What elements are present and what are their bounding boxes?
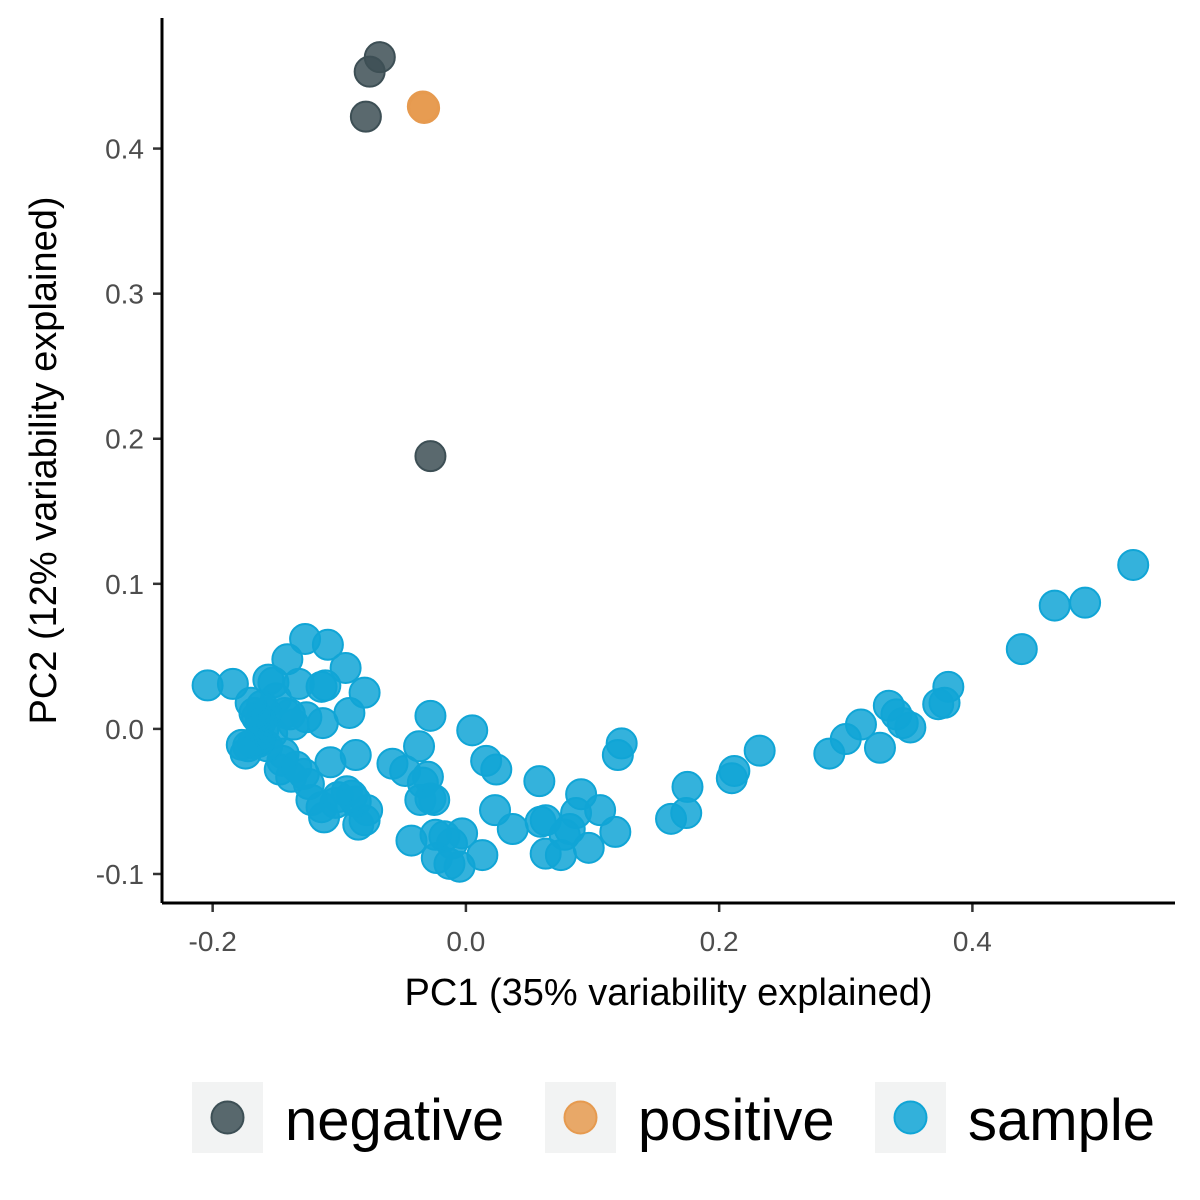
point-sample <box>191 669 224 702</box>
point-sample <box>289 622 322 655</box>
point-sample <box>329 651 362 684</box>
point-sample <box>479 794 512 827</box>
x-axis-ticks: -0.2 0.0 0.2 0.4 <box>189 903 992 957</box>
point-sample <box>524 805 557 838</box>
point-negative <box>349 100 382 133</box>
point-sample <box>813 737 846 770</box>
point-sample <box>743 734 776 767</box>
point-sample <box>863 731 896 764</box>
point-positive <box>408 91 441 124</box>
x-tick-label: 0.2 <box>700 926 739 957</box>
x-tick-label: -0.2 <box>189 926 237 957</box>
y-tick-label: 0.3 <box>105 279 144 310</box>
point-sample <box>403 730 436 763</box>
x-axis-title: PC1 (35% variability explained) <box>404 972 932 1014</box>
x-tick-label: 0.4 <box>953 926 992 957</box>
point-sample <box>872 689 905 722</box>
point-sample <box>1117 548 1150 581</box>
point-sample <box>601 739 634 772</box>
legend-label: positive <box>638 1088 835 1153</box>
point-sample <box>376 747 409 780</box>
point-sample <box>414 699 447 732</box>
point-sample <box>523 765 556 798</box>
point-sample <box>225 728 258 761</box>
legend-item-sample: sample <box>875 1082 1155 1153</box>
point-sample <box>922 688 955 721</box>
point-negative <box>353 55 386 88</box>
y-tick-label: 0.0 <box>105 714 144 745</box>
y-tick-label: -0.1 <box>96 859 144 890</box>
y-axis-title: PC2 (12% variability explained) <box>23 196 65 724</box>
y-tick-label: 0.2 <box>105 424 144 455</box>
y-axis-ticks: -0.1 0.0 0.1 0.2 0.3 0.4 <box>96 134 162 890</box>
legend-label: sample <box>968 1088 1155 1153</box>
point-sample <box>715 762 748 795</box>
point-sample <box>470 744 503 777</box>
point-negative <box>414 440 447 473</box>
point-sample <box>599 815 632 848</box>
data-points <box>191 41 1150 883</box>
legend: negative positive sample <box>192 1082 1155 1153</box>
x-tick-label: 0.0 <box>446 926 485 957</box>
point-sample <box>1038 589 1071 622</box>
point-sample <box>271 643 304 676</box>
point-sample <box>395 824 428 857</box>
legend-swatch-negative <box>210 1100 245 1135</box>
legend-item-positive: positive <box>545 1082 835 1153</box>
legend-label: negative <box>285 1088 504 1153</box>
point-sample <box>333 696 366 729</box>
y-tick-label: 0.4 <box>105 134 144 165</box>
point-sample <box>314 746 347 779</box>
y-tick-label: 0.1 <box>105 569 144 600</box>
legend-swatch-sample <box>893 1100 928 1135</box>
point-sample <box>1069 586 1102 619</box>
point-sample <box>529 837 562 870</box>
point-sample <box>655 802 688 835</box>
legend-swatch-positive <box>563 1100 598 1135</box>
point-sample <box>456 714 489 747</box>
point-sample <box>404 783 437 816</box>
legend-item-negative: negative <box>192 1082 504 1153</box>
point-sample <box>1005 633 1038 666</box>
